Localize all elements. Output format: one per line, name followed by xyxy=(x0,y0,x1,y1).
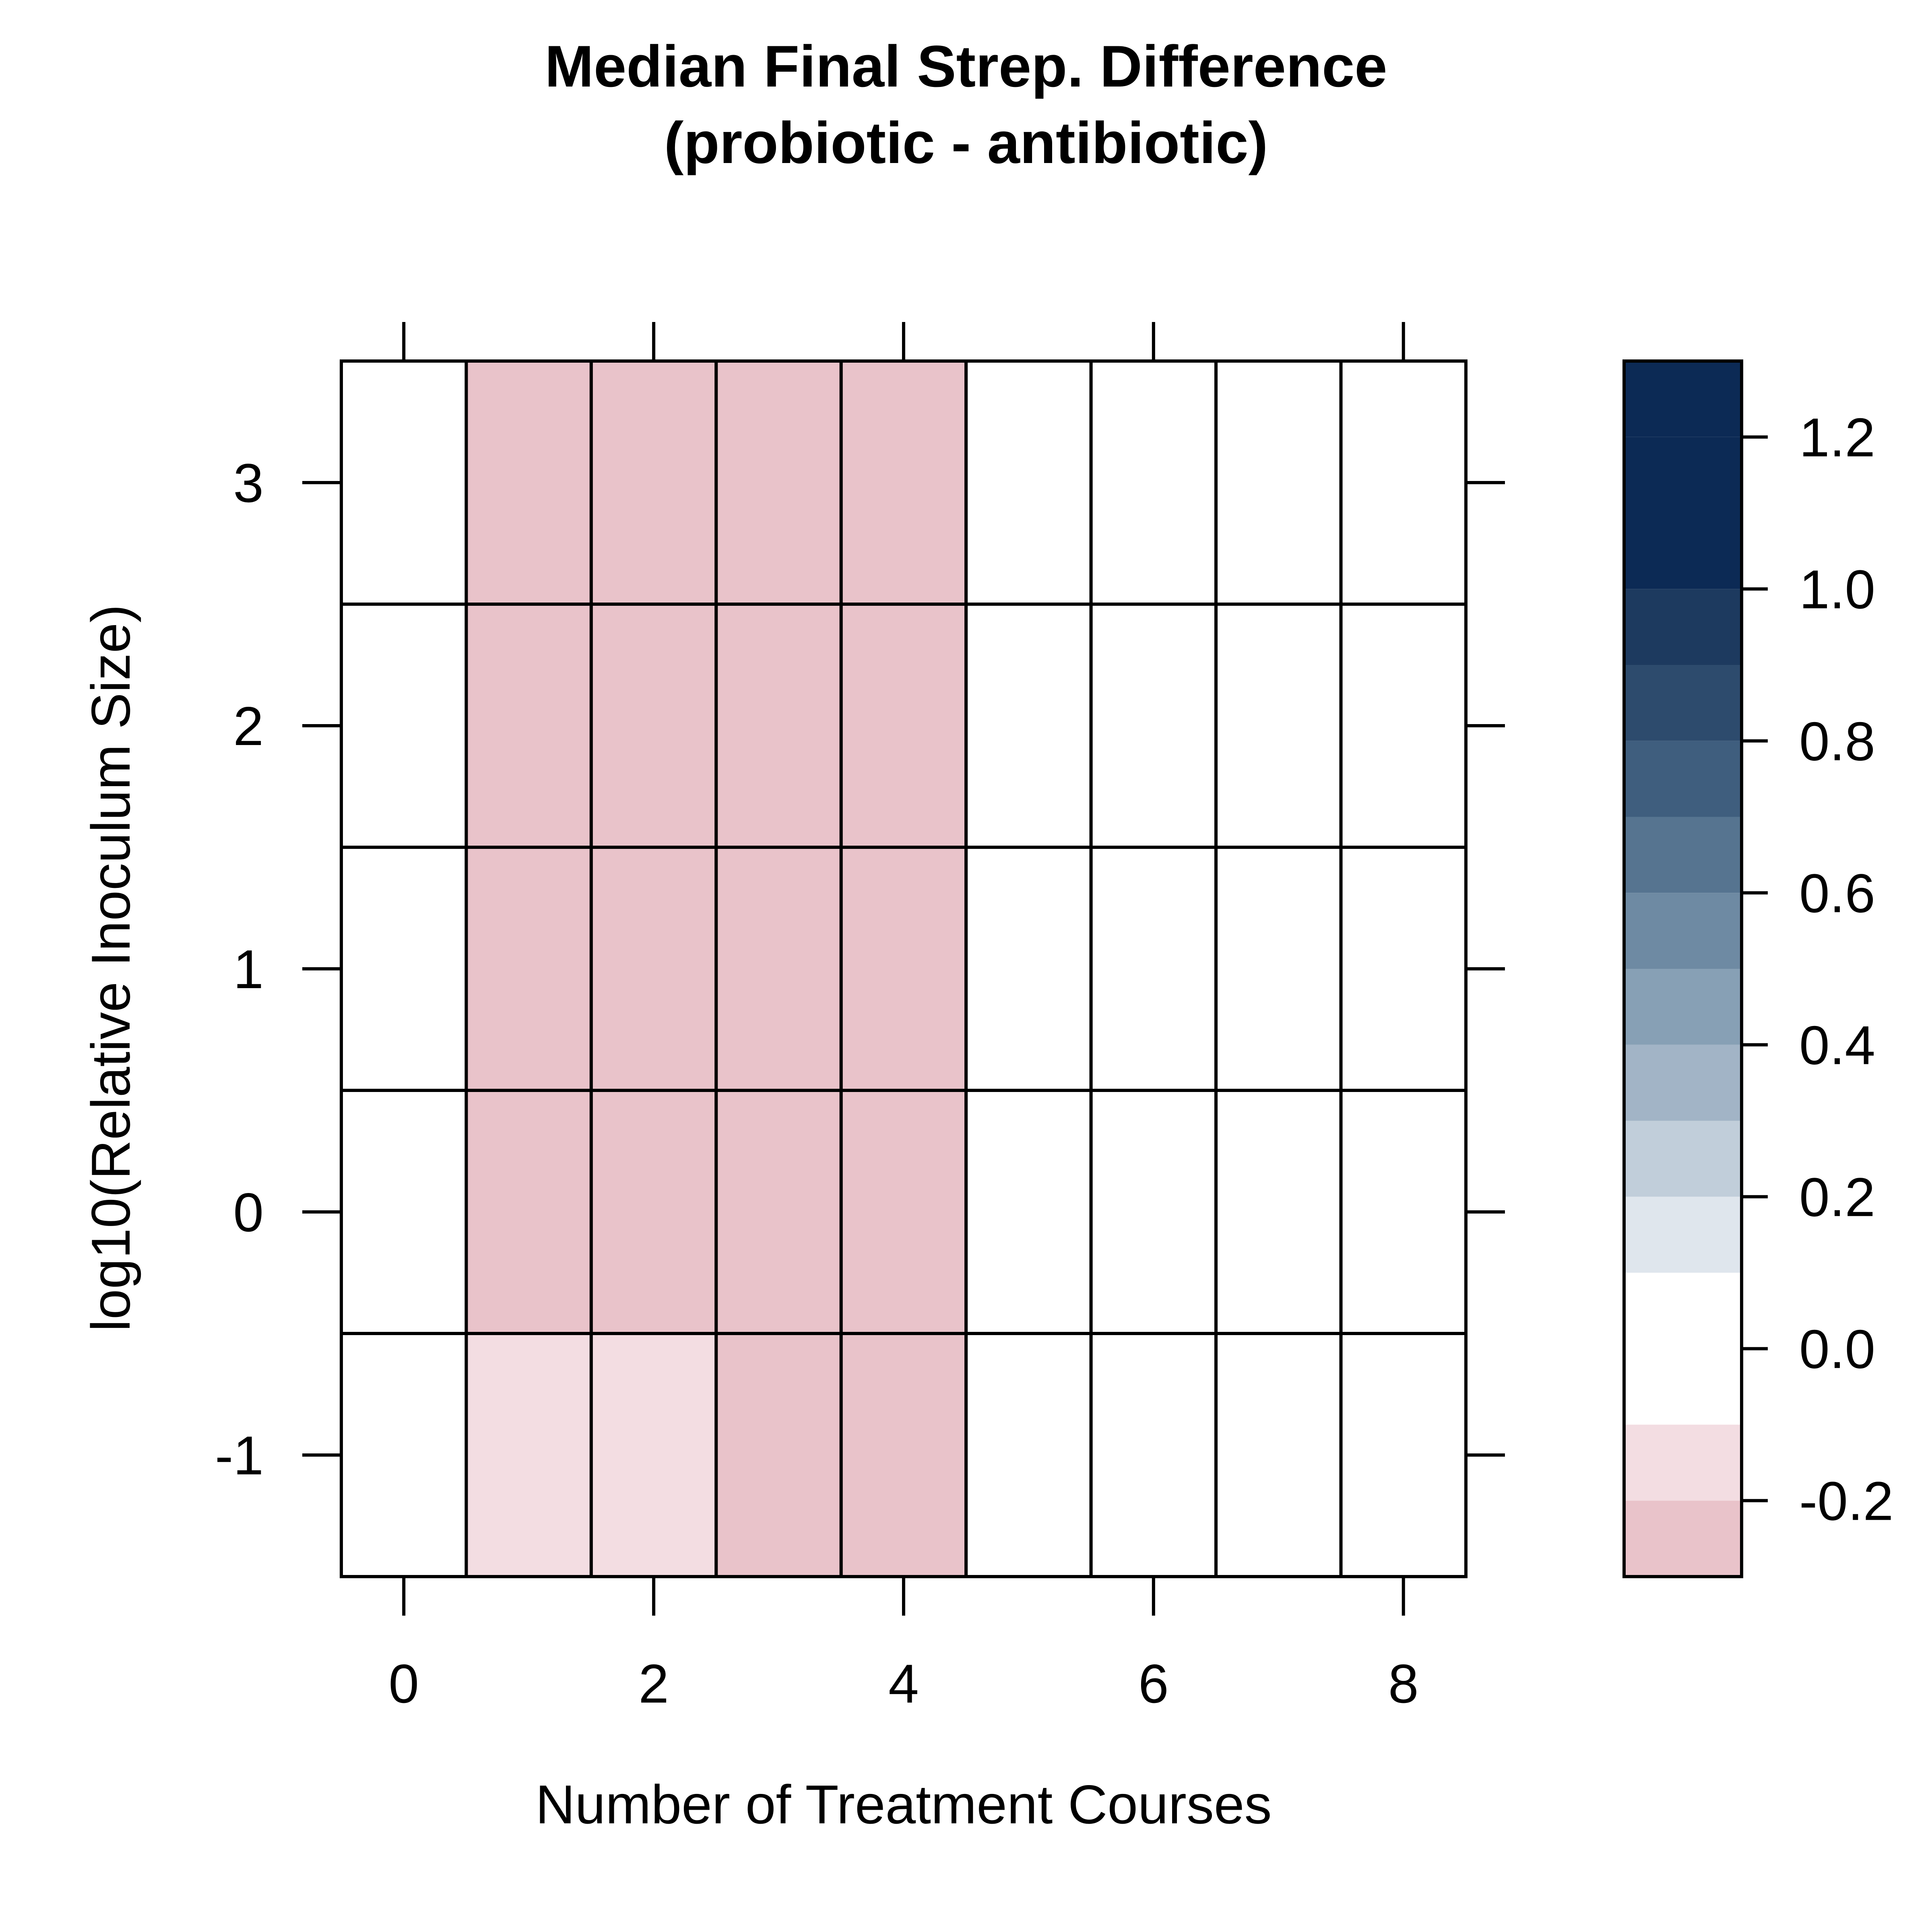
colorbar-tick-label: 0.2 xyxy=(1799,1166,1875,1228)
heatmap-cell xyxy=(1214,846,1343,1092)
heatmap-cell xyxy=(839,1089,968,1335)
heatmap-cell xyxy=(714,846,843,1092)
colorbar-band xyxy=(1624,1273,1742,1349)
y-tick-label: 2 xyxy=(233,696,264,757)
heatmap-cell xyxy=(964,603,1093,849)
heatmap-cell xyxy=(839,846,968,1092)
x-tick-label: 0 xyxy=(388,1653,419,1714)
heatmap-cell xyxy=(340,603,468,849)
heatmap-cell xyxy=(964,359,1093,606)
heatmap-cell xyxy=(1089,603,1218,849)
colorbar-band xyxy=(1624,361,1742,437)
heatmap-cell xyxy=(714,1089,843,1335)
y-tick-label: 3 xyxy=(233,452,264,514)
x-tick-label: 4 xyxy=(888,1653,919,1714)
heatmap-cell xyxy=(1214,603,1343,849)
x-tick-label: 6 xyxy=(1138,1653,1169,1714)
colorbar-tick-label: -0.2 xyxy=(1799,1470,1893,1532)
heatmap-cell xyxy=(1214,359,1343,606)
heatmap-cell xyxy=(1089,1332,1218,1578)
colorbar-frame xyxy=(1622,359,1743,1578)
colorbar-tick-label: 0.6 xyxy=(1799,863,1875,924)
heatmap-cell xyxy=(340,1332,468,1578)
y-tick-label: 0 xyxy=(233,1182,264,1243)
heatmap-cell xyxy=(589,846,718,1092)
heatmap-cell xyxy=(1339,359,1468,606)
x-axis-label: Number of Treatment Courses xyxy=(535,1774,1271,1835)
heatmap-cell xyxy=(1339,603,1468,849)
colorbar-tick-label: 0.4 xyxy=(1799,1015,1875,1076)
heatmap-cell xyxy=(964,846,1093,1092)
chart-subtitle: (probiotic - antibiotic) xyxy=(664,110,1268,175)
heatmap-cell xyxy=(464,1332,593,1578)
heatmap-cell xyxy=(964,1332,1093,1578)
heatmap-cell xyxy=(1214,1089,1343,1335)
colorbar-band xyxy=(1624,1197,1742,1273)
heatmap-cell xyxy=(464,846,593,1092)
colorbar-tick-label: 1.0 xyxy=(1799,559,1875,620)
colorbar-band xyxy=(1624,741,1742,817)
y-axis-label: log10(Relative Inoculum Size) xyxy=(80,605,141,1332)
heatmap-cell xyxy=(714,603,843,849)
heatmap-cell xyxy=(464,359,593,606)
x-tick-label: 8 xyxy=(1388,1653,1419,1714)
heatmap-cell xyxy=(839,1332,968,1578)
x-tick-label: 2 xyxy=(638,1653,669,1714)
colorbar-band xyxy=(1624,817,1742,893)
colorbar-band xyxy=(1624,1424,1742,1501)
colorbar-tick-label: 1.2 xyxy=(1799,407,1875,468)
colorbar-band xyxy=(1624,589,1742,665)
heatmap-cell xyxy=(340,359,468,606)
heatmap-cell xyxy=(714,359,843,606)
heatmap-cell xyxy=(589,603,718,849)
y-tick-label: -1 xyxy=(215,1425,264,1486)
heatmap-cell xyxy=(340,1089,468,1335)
heatmap-cell xyxy=(839,603,968,849)
colorbar-band xyxy=(1624,893,1742,969)
colorbar-band xyxy=(1624,969,1742,1045)
colorbar-band xyxy=(1624,1501,1742,1577)
heatmap-cell xyxy=(1089,846,1218,1092)
colorbar-band xyxy=(1624,1044,1742,1121)
axes: 0 2 4 6 8 -1 0 1 2 3 xyxy=(215,322,1505,1714)
heatmap-cell xyxy=(964,1089,1093,1335)
heatmap-cell xyxy=(589,359,718,606)
heatmap-cell xyxy=(1339,1332,1468,1578)
heatmap-cells xyxy=(340,359,1468,1578)
colorbar-band xyxy=(1624,513,1742,589)
heatmap-cell xyxy=(839,359,968,606)
colorbar-band xyxy=(1624,1121,1742,1197)
heatmap-cell xyxy=(464,603,593,849)
heatmap-cell xyxy=(1089,359,1218,606)
colorbar-band xyxy=(1624,1348,1742,1425)
colorbar-tick-label: 0.8 xyxy=(1799,711,1875,772)
heatmap-cell xyxy=(1214,1332,1343,1578)
heatmap-cell xyxy=(1089,1089,1218,1335)
heatmap-cell xyxy=(589,1089,718,1335)
heatmap-cell xyxy=(714,1332,843,1578)
heatmap-cell xyxy=(589,1332,718,1578)
heatmap-cell xyxy=(1339,1089,1468,1335)
heatmap-cell xyxy=(1339,846,1468,1092)
heatmap-cell xyxy=(464,1089,593,1335)
chart-title: Median Final Strep. Difference xyxy=(545,33,1387,99)
colorbar: -0.2 0.0 0.2 0.4 0.6 0.8 1.0 1.2 xyxy=(1622,359,1893,1578)
colorbar-band xyxy=(1624,665,1742,741)
colorbar-band xyxy=(1624,437,1742,513)
y-tick-label: 1 xyxy=(233,939,264,1000)
heatmap-cell xyxy=(340,846,468,1092)
colorbar-tick-label: 0.0 xyxy=(1799,1319,1875,1380)
